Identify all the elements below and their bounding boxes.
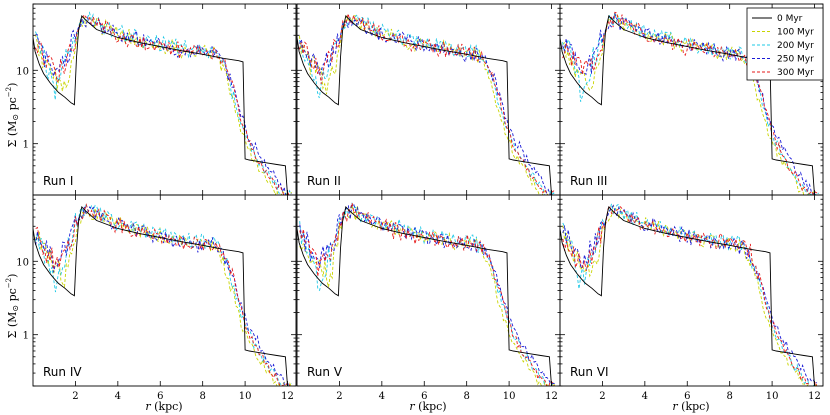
panel-lines — [560, 11, 819, 195]
panel-lines — [560, 203, 818, 386]
run-label: Run II — [307, 174, 341, 188]
panel-3: Run III — [559, 3, 824, 196]
x-tick-label: 6 — [157, 391, 163, 402]
series-250-myr-line — [35, 16, 292, 195]
run-label: Run III — [570, 174, 607, 188]
series-100-myr-line — [299, 204, 556, 386]
run-label: Run V — [307, 365, 343, 379]
legend-label: 300 Myr — [777, 68, 814, 78]
series-300-myr-line — [35, 13, 290, 195]
panel-4: 2 4 6 8 10 12 1 10 Run IV — [16, 194, 297, 402]
x-tick-label: 8 — [463, 391, 469, 402]
legend-label: 250 Myr — [777, 55, 814, 65]
legend-label: 100 Myr — [777, 28, 814, 38]
x-tick-label: 10 — [503, 391, 516, 402]
panel-frame — [296, 194, 561, 387]
series-0-myr-line — [297, 14, 552, 195]
panel-lines — [297, 13, 556, 195]
y-tick-label: 10 — [16, 257, 29, 268]
x-tick-label: 4 — [379, 391, 385, 402]
y-axis-label-top: Σ (M⊙ pc−2) — [5, 83, 20, 148]
run-label: Run I — [43, 174, 73, 188]
panel-frame — [32, 3, 297, 196]
x-tick-label: 4 — [642, 391, 648, 402]
panels-layer: 1 10 Run I Run II Run III 2 4 6 8 10 12 1 10 Run IV 2 4… — [16, 3, 824, 402]
series-100-myr-line — [299, 15, 556, 195]
y-axis-label-bottom: Σ (M⊙ pc−2) — [5, 274, 20, 339]
series-250-myr-line — [299, 203, 557, 386]
series-0-myr-line — [297, 205, 552, 386]
series-200-myr-line — [299, 202, 556, 386]
x-tick-label: 2 — [599, 391, 605, 402]
run-label: Run IV — [43, 365, 82, 379]
legend: 0 Myr 100 Myr 200 Myr 250 Myr 300 Myr — [746, 7, 824, 81]
x-tick-label: 8 — [199, 391, 205, 402]
panel-frame — [559, 194, 824, 387]
x-axis-label-1: r (kpc) — [145, 400, 182, 413]
series-300-myr-line — [299, 13, 556, 195]
x-tick-label: 4 — [115, 391, 121, 402]
panel-1: 1 10 Run I — [16, 3, 297, 196]
y-tick-label: 1 — [23, 331, 29, 342]
series-100-myr-line — [34, 17, 292, 195]
series-0-myr-line — [33, 14, 288, 195]
x-axis-label-2: r (kpc) — [409, 400, 446, 413]
series-300-myr-line — [35, 203, 291, 386]
series-250-myr-line — [299, 17, 554, 195]
legend-box — [746, 7, 824, 81]
series-200-myr-line — [34, 11, 292, 195]
series-250-myr-line — [562, 204, 818, 384]
panel-5: 2 4 6 8 10 12 Run V — [296, 194, 561, 402]
panel-6: 2 4 6 8 10 12 Run VI — [559, 194, 824, 402]
panel-lines — [33, 11, 292, 195]
x-tick-label: 10 — [239, 391, 252, 402]
series-0-myr-line — [560, 205, 815, 386]
series-200-myr-line — [299, 14, 555, 195]
series-0-myr-line — [33, 205, 288, 386]
panel-lines — [297, 202, 557, 386]
x-tick-label: 12 — [545, 391, 558, 402]
x-axis-label-3: r (kpc) — [672, 400, 709, 413]
series-100-myr-line — [35, 208, 292, 386]
series-250-myr-line — [35, 206, 290, 386]
series-200-myr-line — [562, 203, 817, 386]
x-tick-label: 10 — [766, 391, 779, 402]
legend-label: 0 Myr — [777, 14, 803, 24]
x-tick-label: 12 — [281, 391, 294, 402]
series-0-myr-line — [560, 14, 815, 195]
y-tick-label: 10 — [16, 66, 29, 77]
x-tick-label: 12 — [808, 391, 821, 402]
panel-lines — [33, 203, 292, 386]
x-tick-label: 2 — [336, 391, 342, 402]
x-tick-label: 8 — [726, 391, 732, 402]
run-label: Run VI — [570, 365, 609, 379]
x-tick-label: 2 — [72, 391, 78, 402]
y-tick-label: 1 — [23, 140, 29, 151]
series-300-myr-line — [299, 202, 555, 386]
x-tick-label: 6 — [684, 391, 690, 402]
panel-2: Run II — [296, 3, 561, 196]
x-tick-label: 6 — [421, 391, 427, 402]
panel-frame — [296, 3, 561, 196]
legend-label: 200 Myr — [777, 41, 814, 51]
panel-frame — [32, 194, 297, 387]
series-100-myr-line — [562, 204, 818, 386]
